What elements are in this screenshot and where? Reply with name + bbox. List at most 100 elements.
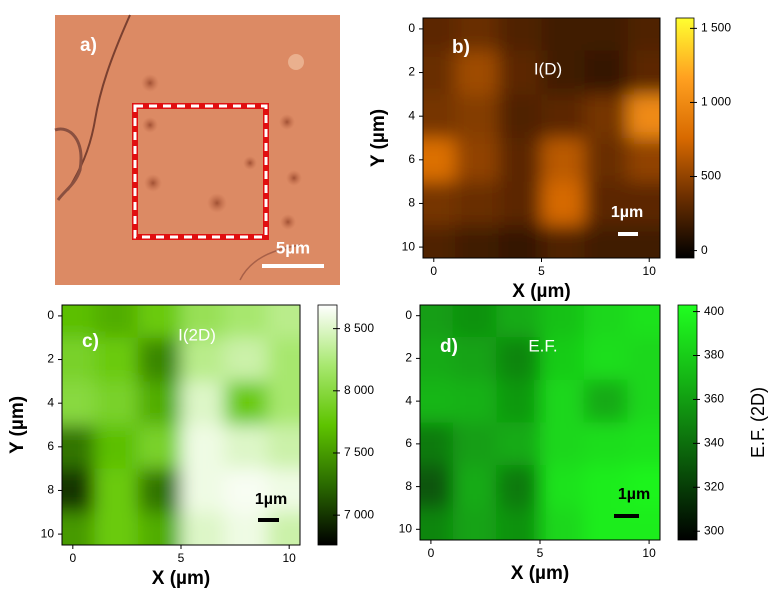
heat-cell — [455, 18, 499, 52]
heat-cell — [498, 138, 542, 183]
heat-cell — [224, 337, 269, 382]
x-tick-label: 0 — [430, 264, 437, 278]
heat-cell — [627, 225, 660, 258]
heat-clip — [423, 18, 660, 258]
colorbar-tick-label: 1 000 — [701, 95, 731, 109]
heat-cell — [455, 225, 499, 258]
heat-cell — [496, 305, 541, 338]
map-title: I(D) — [534, 59, 562, 78]
heat-cells — [420, 305, 660, 540]
heat-cell — [137, 425, 182, 470]
heat-cell — [455, 138, 499, 183]
heat-cell — [627, 465, 660, 509]
heat-cell — [498, 50, 542, 95]
x-axis-label: X (µm) — [512, 281, 570, 302]
heat-cell — [452, 422, 497, 466]
heat-cell — [583, 507, 628, 540]
heat-cell — [583, 305, 628, 338]
y-tick-label: 8 — [405, 479, 412, 493]
heat-cell — [267, 381, 300, 426]
heat-cell — [496, 465, 541, 509]
heat-cell — [224, 425, 269, 470]
heat-cell — [423, 18, 456, 52]
heat-cell — [224, 468, 269, 513]
heat-cell — [423, 50, 456, 95]
heat-cell — [62, 425, 95, 470]
x-tick-label: 0 — [69, 551, 76, 565]
heat-cell — [496, 379, 541, 423]
x-axis-label: X (µm) — [152, 568, 210, 589]
heat-cell — [423, 225, 456, 258]
heat-cells — [62, 305, 300, 545]
defect — [280, 214, 296, 230]
heat-cell — [496, 422, 541, 466]
heat-cell — [540, 337, 585, 381]
x-axis-label: X (µm) — [511, 563, 569, 584]
y-tick-label: 4 — [408, 108, 415, 122]
defect — [144, 174, 162, 192]
heat-cell — [267, 425, 300, 470]
heat-cell — [627, 18, 660, 52]
colorbar — [675, 17, 695, 259]
heat-cell — [137, 381, 182, 426]
heat-cell — [498, 18, 542, 52]
heat-cell — [498, 94, 542, 139]
heat-cell — [267, 337, 300, 382]
heat-cell — [452, 507, 497, 540]
heat-cell — [94, 468, 139, 513]
heat-cell — [62, 305, 95, 339]
heat-cell — [583, 379, 628, 423]
defect — [142, 117, 158, 133]
heat-cell — [420, 305, 454, 338]
defect — [141, 74, 159, 92]
map-title: I(2D) — [178, 325, 216, 344]
scale-bar-label: 5µm — [276, 238, 310, 257]
y-tick-label: 8 — [47, 483, 54, 497]
heat-cell — [181, 305, 225, 339]
y-axis-label: Y (µm) — [368, 109, 389, 167]
heat-clip — [420, 305, 660, 540]
heat-cell — [267, 305, 300, 339]
debris — [288, 54, 304, 70]
heatmap-panel: 0 5 10 0 2 4 6 8 10 X (µm) Y (µm) 0 500 1 000 1 500 b) I… — [368, 17, 731, 302]
panel-label: c) — [82, 331, 99, 352]
heat-cell — [455, 50, 499, 95]
heat-cell — [584, 138, 629, 183]
colorbar-tick-label: 7 500 — [344, 445, 374, 459]
heat-cell — [498, 225, 542, 258]
heatmap-panel: 0 5 10 0 2 4 6 8 10 X (µm) Y (µm) 7 000 7 500 8 000 8 … — [7, 304, 374, 589]
y-tick-label: 2 — [408, 65, 415, 79]
scale-bar-label: 1µm — [618, 486, 650, 503]
heat-cell — [627, 422, 660, 466]
colorbar-tick-label: 0 — [701, 243, 708, 257]
panel-label: a) — [80, 35, 97, 56]
heat-cell — [181, 425, 225, 470]
heat-cell — [540, 507, 585, 540]
heat-cell — [584, 225, 629, 258]
heat-cell — [627, 337, 660, 381]
heat-cell — [541, 225, 586, 258]
heat-cell — [583, 422, 628, 466]
heat-cell — [420, 422, 454, 466]
heat-cell — [267, 468, 300, 513]
heat-cell — [541, 138, 586, 183]
heat-cell — [420, 337, 454, 381]
defect — [243, 156, 257, 170]
colorbar-tick-label: 500 — [701, 169, 721, 183]
crack — [239, 244, 301, 281]
heat-cell — [541, 94, 586, 139]
x-tick-label: 5 — [538, 264, 545, 278]
heat-cell — [94, 425, 139, 470]
heat-cell — [423, 94, 456, 139]
y-axis-label: Y (µm) — [7, 396, 28, 454]
heat-cell — [267, 512, 300, 545]
heat-cell — [455, 181, 499, 226]
heat-cell — [627, 138, 660, 183]
heat-cell — [455, 94, 499, 139]
heat-cell — [181, 337, 225, 382]
x-tick-label: 5 — [537, 546, 544, 560]
heat-cell — [627, 50, 660, 95]
colorbar — [317, 304, 338, 546]
crack — [54, 127, 83, 201]
